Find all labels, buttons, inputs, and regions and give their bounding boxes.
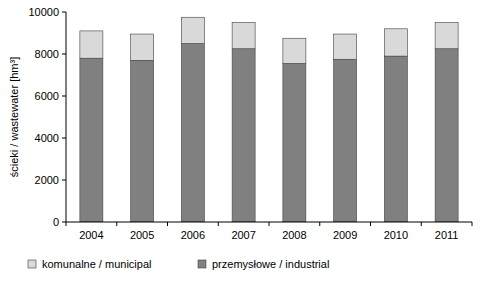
chart-svg: 0 2000 4000 6000 8000 10000 ścieki / wastewate… [0,0,482,285]
y-tick [62,96,66,97]
bar-segment [384,56,407,222]
x-tick [66,222,67,226]
bar-segment [80,58,103,222]
bar-segment [131,34,154,60]
bar-segment [384,29,407,56]
x-tick-label: 2005 [130,229,154,241]
x-tick [116,222,117,226]
x-tick-label: 2008 [282,229,306,241]
y-tick [62,12,66,13]
y-axis [66,12,67,222]
x-tick-label: 2007 [231,229,255,241]
bar-segment [232,23,255,49]
bars [80,17,458,222]
bar-segment [80,31,103,58]
y-tick-label: 4000 [35,132,59,144]
x-tick-label: 2010 [384,229,408,241]
legend-swatch [28,260,36,268]
bar-segment [131,60,154,222]
bar-segment [435,23,458,49]
x-tick-label: 2006 [181,229,205,241]
x-tick-label: 2011 [435,229,459,241]
y-tick-label: 2000 [35,174,59,186]
y-tick-label: 6000 [35,90,59,102]
x-tick [370,222,371,226]
legend-label: przemysłowe / industrial [212,258,329,270]
bar-segment [283,38,306,63]
y-tick [62,222,66,223]
bar-segment [283,63,306,222]
chart-container: 0 2000 4000 6000 8000 10000 ścieki / wastewate… [0,0,482,285]
y-tick [62,138,66,139]
bar-segment [181,44,204,223]
x-tick-label: 2004 [79,229,103,241]
y-tick [62,54,66,55]
bar-segment [232,49,255,222]
x-tick [269,222,270,226]
y-tick-label: 10000 [28,6,59,18]
y-tick-label: 8000 [35,48,59,60]
legend-swatch [198,260,206,268]
y-tick-label: 0 [53,216,59,228]
bar-segment [334,59,357,222]
x-tick [167,222,168,226]
bar-segment [334,34,357,59]
y-tick [62,180,66,181]
x-tick [421,222,422,226]
x-tick [472,222,473,226]
x-tick-label: 2009 [333,229,357,241]
x-tick [218,222,219,226]
legend-label: komunalne / municipal [42,258,151,270]
y-axis-label: ścieki / wastewater [hm³] [8,57,20,177]
x-tick [319,222,320,226]
bar-segment [435,49,458,222]
bar-segment [181,17,204,43]
